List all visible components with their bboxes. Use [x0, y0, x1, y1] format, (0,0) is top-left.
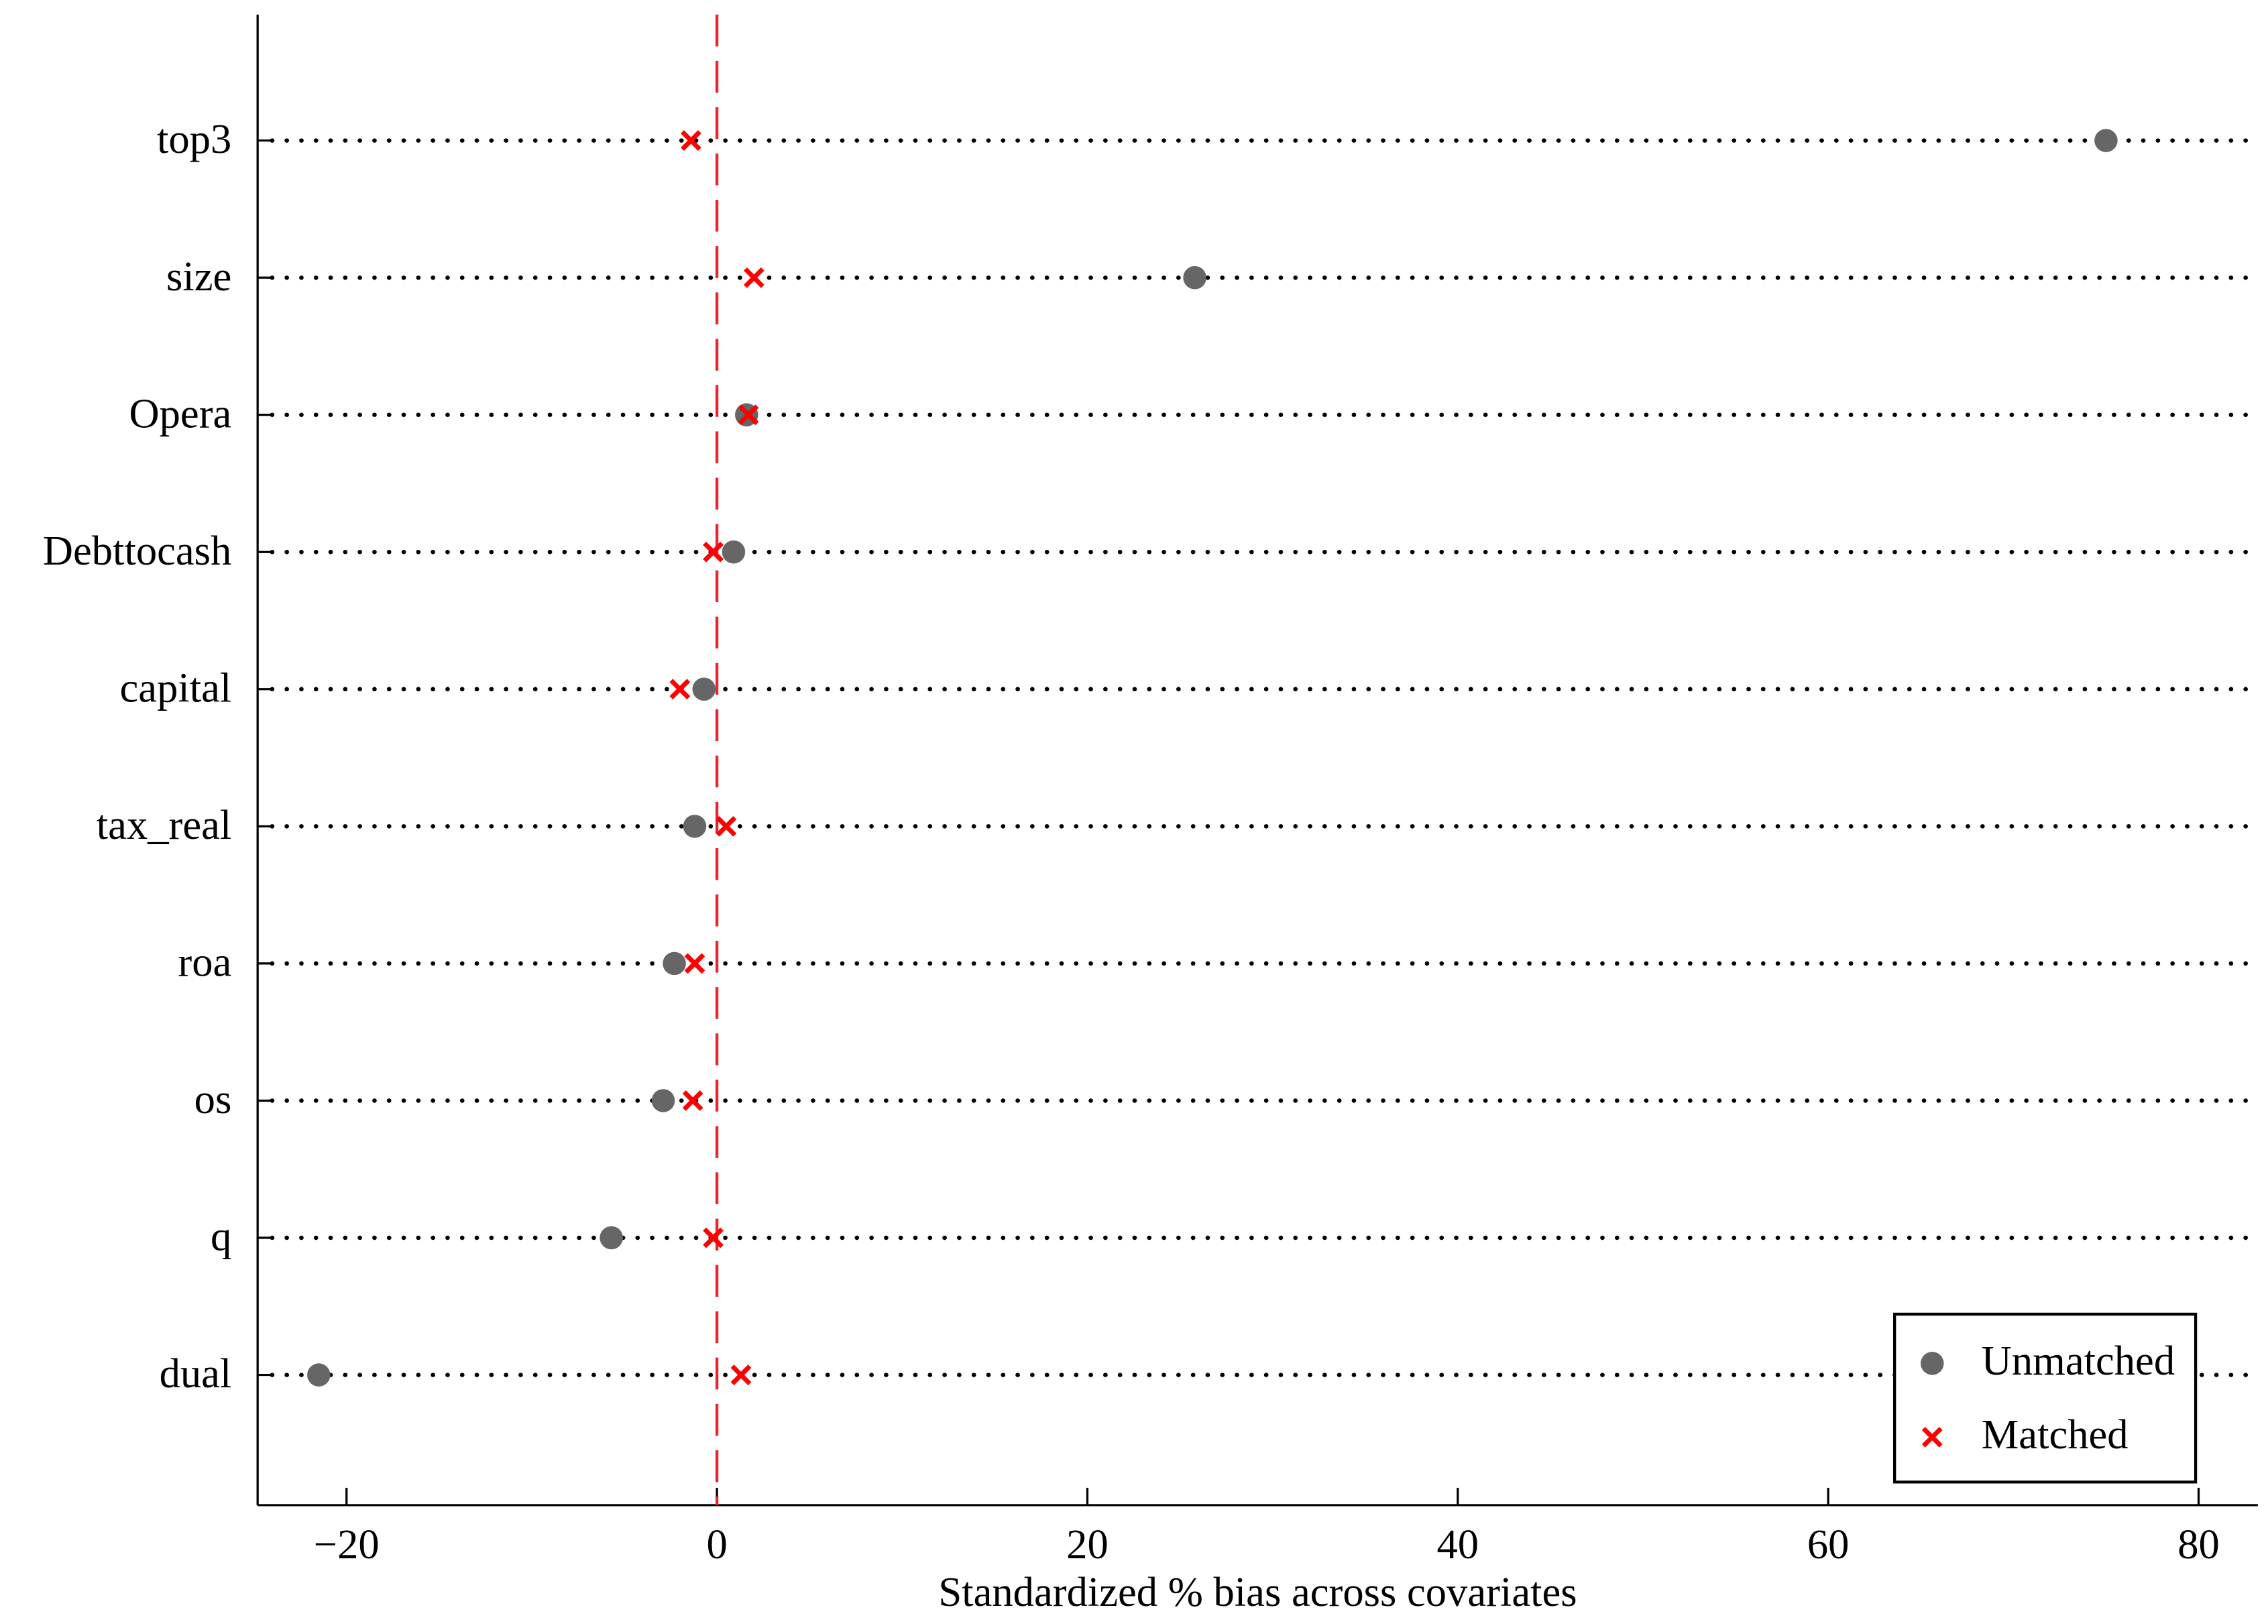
cross — [682, 1090, 703, 1111]
y-tick-label: roa — [178, 939, 231, 986]
legend-label: Matched — [1982, 1411, 2129, 1458]
cross — [703, 1227, 724, 1249]
legend-marker — [1921, 1426, 1943, 1448]
x-tick-label: −20 — [314, 1521, 380, 1568]
dot — [683, 815, 707, 838]
dot — [600, 1226, 623, 1250]
y-tick-label: dual — [160, 1350, 232, 1397]
x-tick-label: 40 — [1437, 1521, 1479, 1568]
cross — [684, 953, 705, 974]
y-tick-label: Debttocash — [43, 527, 232, 574]
dot — [307, 1363, 331, 1387]
cross — [730, 1365, 752, 1385]
legend-label: Unmatched — [1982, 1337, 2175, 1384]
cross — [743, 267, 764, 288]
x-tick-label: 0 — [706, 1521, 727, 1568]
cross — [669, 679, 691, 700]
legend-marker — [1921, 1352, 1944, 1375]
cross — [716, 815, 737, 837]
cross — [681, 130, 701, 151]
dot — [722, 540, 746, 564]
y-tick-label: tax_real — [97, 801, 232, 848]
y-tick-label: q — [211, 1213, 231, 1260]
cross — [703, 541, 724, 563]
y-tick-label: os — [194, 1076, 232, 1122]
dot — [2094, 129, 2118, 152]
y-tick-label: size — [166, 253, 231, 300]
x-tick-label: 60 — [1807, 1521, 1850, 1568]
y-tick-label: top3 — [157, 115, 231, 162]
x-tick-label: 80 — [2177, 1521, 2220, 1568]
x-axis-label: Standardized % bias across covariates — [938, 1568, 1577, 1615]
dot — [651, 1089, 675, 1112]
cross — [738, 404, 759, 426]
dot — [663, 951, 686, 976]
legend-box — [1893, 1312, 2198, 1484]
dot — [1183, 266, 1206, 290]
y-tick-label: capital — [120, 664, 232, 711]
y-tick-label: Opera — [129, 390, 231, 437]
dot — [692, 677, 716, 701]
x-tick-label: 20 — [1066, 1521, 1109, 1568]
